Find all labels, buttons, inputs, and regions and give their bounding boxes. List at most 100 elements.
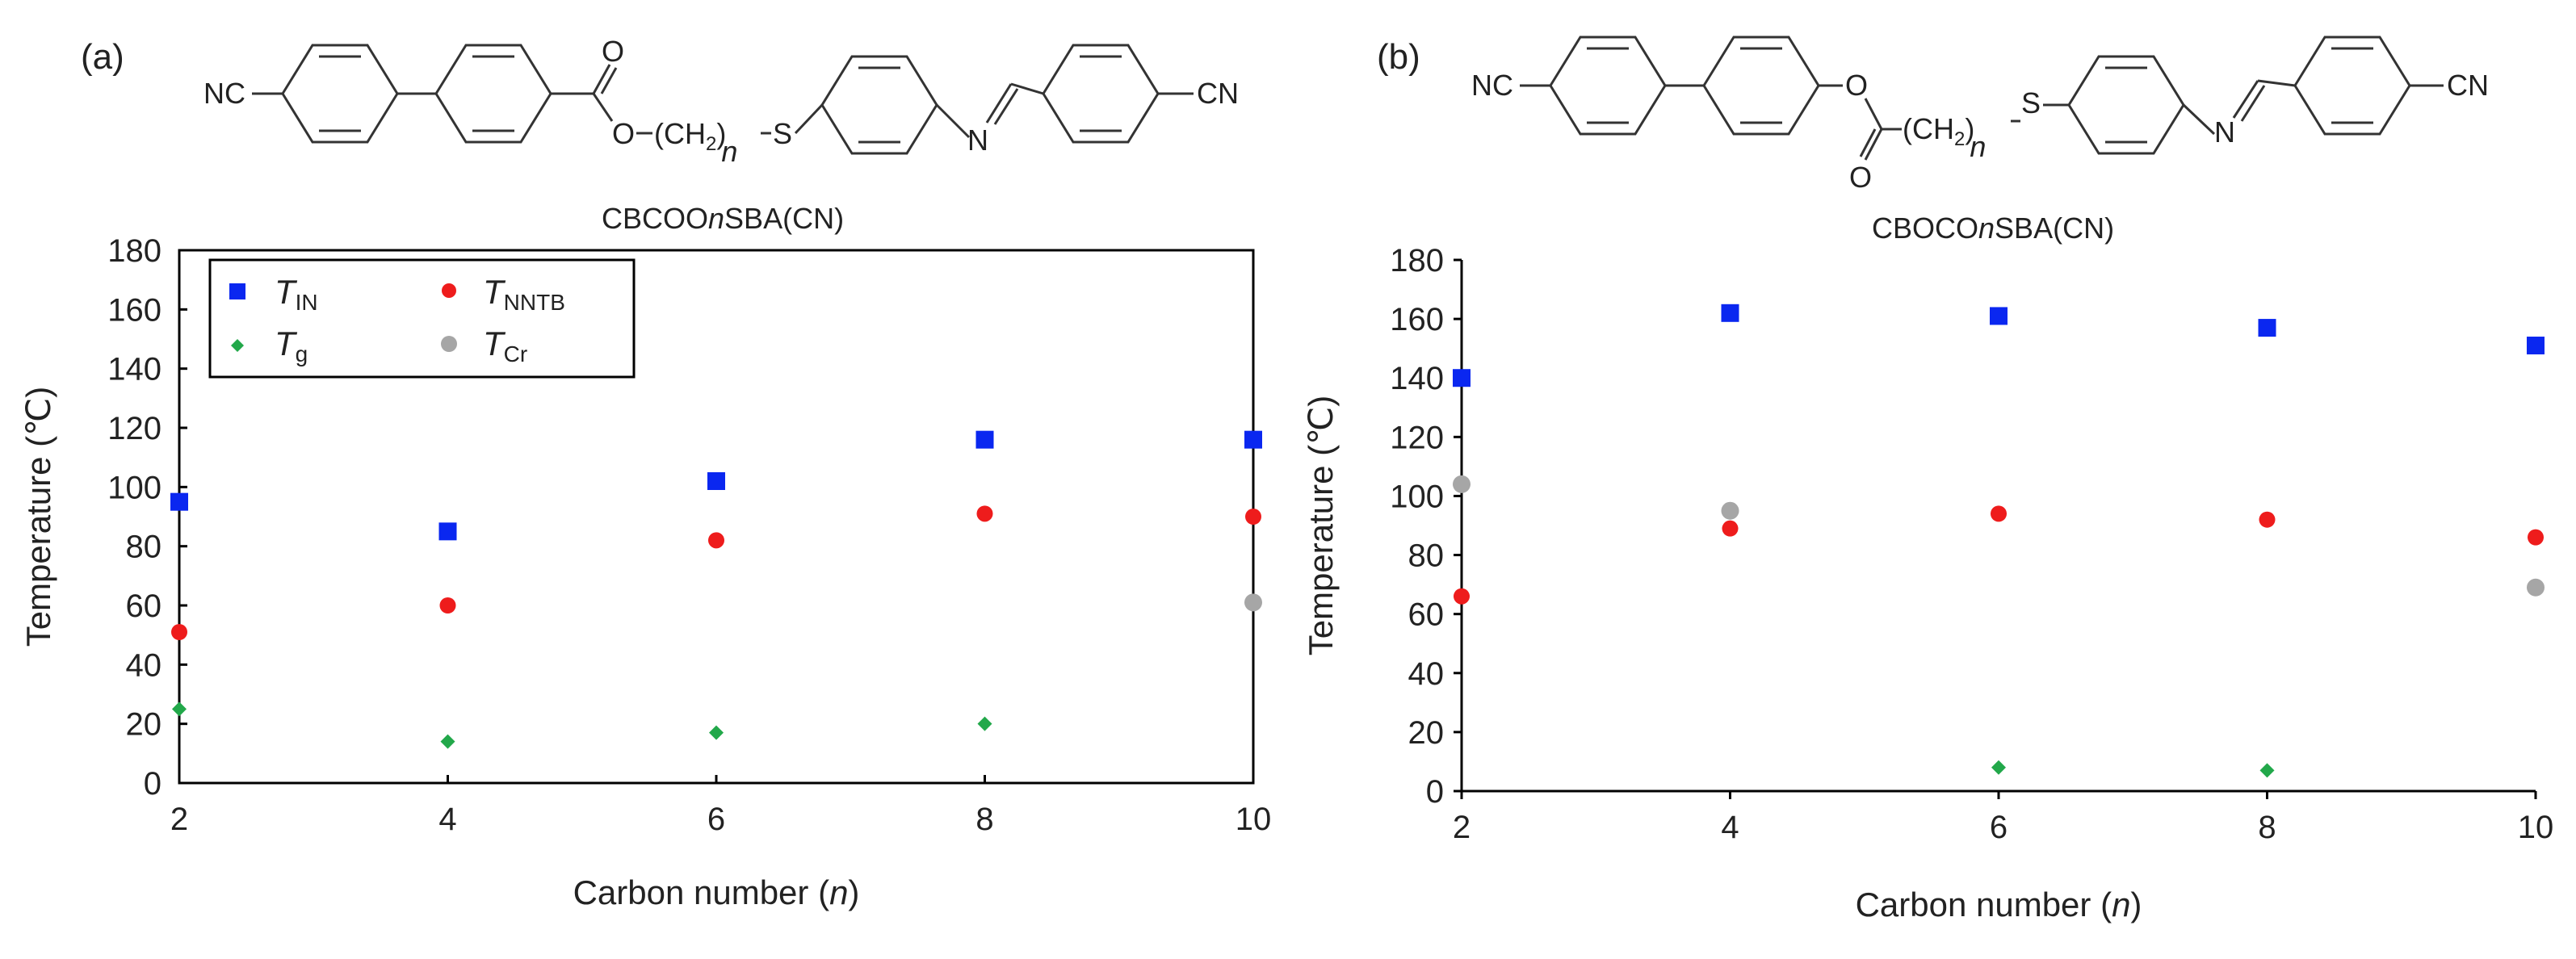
panel-a-sulfur: S: [773, 117, 792, 150]
y-tick-label: 180: [107, 233, 162, 269]
y-tick-label: 0: [1426, 774, 1444, 810]
legend-label-t-g: Tg: [275, 325, 308, 366]
y-tick-label: 0: [144, 766, 162, 802]
point-t-in: [1453, 369, 1471, 387]
point-t-cr: [1721, 501, 1739, 520]
y-tick-label: 80: [1408, 538, 1445, 574]
panel-b-molecule: NC O O (CH2) n S N: [1471, 36, 2489, 194]
y-tick-label: 100: [107, 470, 162, 505]
point-t-in: [1721, 304, 1739, 322]
panel-a-molecule: NC O O (CH2) n S: [203, 35, 1239, 168]
point-t-nntb: [1454, 588, 1470, 605]
y-tick-label: 20: [1408, 715, 1445, 751]
legend-label-t-in: TIN: [275, 273, 318, 315]
y-tick-label: 160: [107, 292, 162, 328]
point-t-nntb: [439, 597, 456, 614]
chart-b-y-ticks: 0 20 40 60 80 100 120 140 160 180: [1390, 243, 1462, 810]
panel-a-carbonyl-o: O: [602, 35, 624, 68]
panel-b-cn-label: CN: [2447, 69, 2489, 102]
y-tick-label: 20: [126, 707, 162, 743]
point-t-in: [438, 522, 457, 541]
panel-b-nc-label: NC: [1471, 69, 1513, 102]
y-tick-label: 160: [1390, 302, 1444, 337]
x-tick-label: 4: [1721, 810, 1739, 845]
chart-a-marks: [170, 430, 1262, 749]
legend-marker-t-in: [229, 283, 245, 299]
chart-b-x-ticks: 2 4 6 8 10: [1453, 791, 2553, 845]
panel-b-label: (b): [1377, 37, 1420, 77]
x-tick-label: 2: [1453, 810, 1471, 845]
chart-a-x-axis-label: Carbon number (n): [573, 873, 860, 911]
panel-b-sulfur: S: [2021, 86, 2041, 119]
panel-a-header: (a) NC O O (CH2) n: [81, 35, 1239, 235]
x-tick-label: 10: [2518, 810, 2554, 845]
point-t-g: [977, 716, 992, 731]
y-tick-label: 80: [126, 530, 162, 565]
point-t-nntb: [1722, 520, 1739, 537]
panel-a-label: (a): [81, 37, 124, 77]
panel-b-nitrogen: N: [2214, 115, 2235, 149]
panel-a-nitrogen: N: [967, 124, 988, 157]
legend-marker-t-g: [231, 339, 244, 352]
panel-a-cn-label: CN: [1197, 77, 1239, 110]
x-tick-label: 6: [1990, 810, 2008, 845]
panel-a-nc-label: NC: [203, 77, 245, 110]
y-tick-label: 60: [1408, 597, 1445, 633]
y-tick-label: 40: [1408, 656, 1445, 692]
point-t-g: [2259, 763, 2275, 778]
chart-a: 0 20 40 60 80 100 120 140 160 180 2 4 6 8 10 Carbon n…: [19, 233, 1271, 911]
x-tick-label: 8: [2258, 810, 2276, 845]
legend-marker-t-nntb: [442, 283, 456, 298]
point-t-in: [170, 492, 188, 511]
point-t-cr: [1244, 593, 1262, 612]
point-t-in: [1244, 430, 1262, 449]
y-tick-label: 180: [1390, 243, 1444, 278]
point-t-g: [440, 734, 455, 749]
x-tick-label: 8: [975, 802, 993, 837]
chart-a-legend-box: [208, 258, 636, 379]
point-t-nntb: [1991, 505, 2007, 522]
chart-b-y-axis-label: Temperature (℃): [1302, 396, 1340, 656]
x-tick-label: 4: [438, 802, 456, 837]
chart-b: 0 20 40 60 80 100 120 140 160 180 2 4 6 8 10 Carbon n…: [1302, 243, 2553, 923]
chart-a-x-ticks: 2 4 6 8 10: [170, 775, 1271, 837]
y-tick-label: 120: [1390, 420, 1444, 455]
y-tick-label: 40: [126, 647, 162, 683]
chart-a-y-ticks: 0 20 40 60 80 100 120 140 160 180: [107, 233, 187, 802]
point-t-in: [975, 430, 994, 449]
panel-b-ester-o: O: [1845, 69, 1868, 102]
y-tick-label: 140: [1390, 361, 1444, 396]
chart-b-marks: [1453, 304, 2545, 778]
panel-a-chain: (CH2) n: [654, 117, 737, 168]
panel-a-ester-o: O: [612, 117, 635, 150]
point-t-g: [709, 725, 724, 740]
point-t-nntb: [708, 532, 724, 549]
point-t-in: [1990, 307, 2008, 325]
panel-a-compound-name: CBCOOnSBA(CN): [602, 202, 844, 235]
panel-b-header: (b) NC O O (CH2) n S: [1377, 36, 2489, 245]
point-t-g: [172, 701, 187, 717]
chart-a-y-axis-label: Temperature (℃): [19, 387, 57, 647]
point-t-nntb: [171, 624, 187, 640]
point-t-in: [707, 472, 725, 490]
y-tick-label: 140: [107, 352, 162, 387]
y-tick-label: 60: [126, 588, 162, 624]
x-tick-label: 10: [1236, 802, 1272, 837]
legend-marker-t-cr: [441, 336, 457, 352]
y-tick-label: 120: [107, 411, 162, 446]
legend-label-t-nntb: TNNTB: [483, 273, 565, 315]
y-tick-label: 100: [1390, 479, 1444, 514]
point-t-nntb: [2259, 511, 2276, 528]
chart-a-legend: TIN TNNTB Tg TCr: [208, 258, 636, 379]
legend-label-t-cr: TCr: [483, 325, 527, 366]
point-t-in: [2527, 337, 2545, 355]
point-t-cr: [1453, 475, 1471, 493]
point-t-g: [1991, 760, 2006, 775]
x-tick-label: 2: [170, 802, 188, 837]
point-t-nntb: [976, 505, 993, 522]
panel-b-compound-name: CBOCOnSBA(CN): [1872, 211, 2114, 245]
panel-b-carbonyl-o: O: [1849, 161, 1872, 194]
x-tick-label: 6: [707, 802, 725, 837]
point-t-nntb: [1245, 509, 1261, 525]
